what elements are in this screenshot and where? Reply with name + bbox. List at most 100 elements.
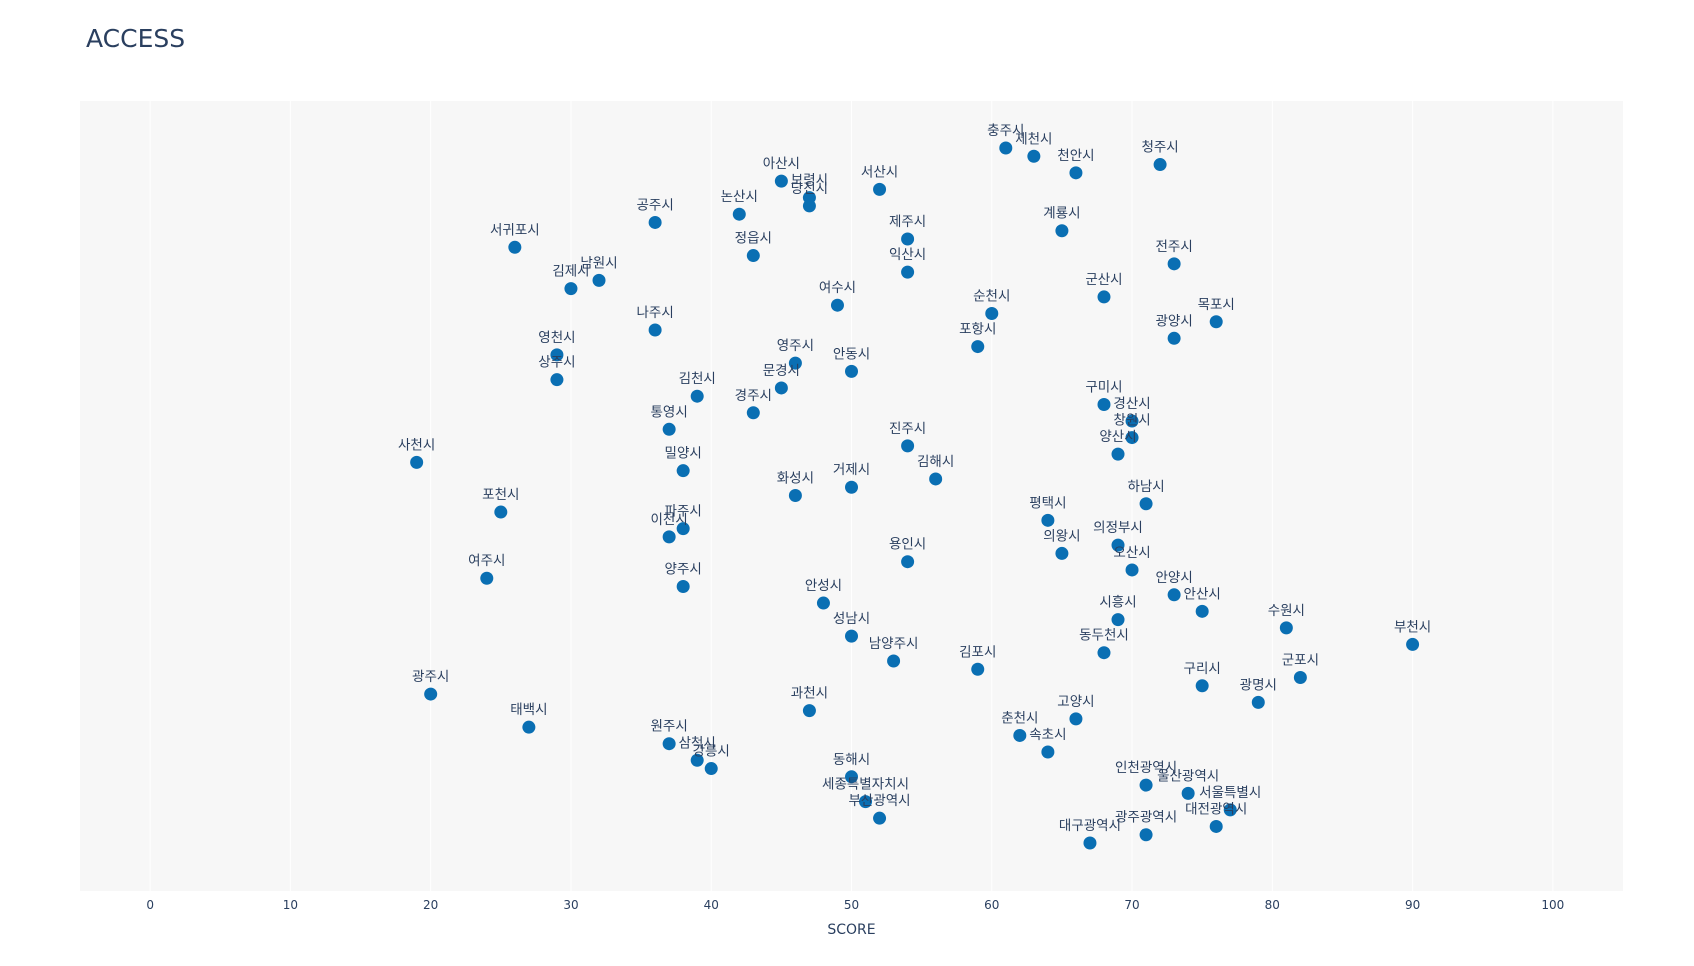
data-point[interactable] bbox=[662, 737, 676, 751]
data-point[interactable] bbox=[550, 348, 564, 362]
data-point[interactable] bbox=[592, 273, 606, 287]
data-label: 김해시 bbox=[917, 454, 954, 470]
data-point[interactable] bbox=[1125, 431, 1139, 445]
data-point[interactable] bbox=[1167, 331, 1181, 345]
data-point[interactable] bbox=[732, 207, 746, 221]
data-point[interactable] bbox=[802, 199, 816, 213]
data-point[interactable] bbox=[1013, 728, 1027, 742]
data-point[interactable] bbox=[1027, 149, 1041, 163]
data-point[interactable] bbox=[676, 522, 690, 536]
data-point[interactable] bbox=[971, 662, 985, 676]
data-point[interactable] bbox=[1251, 695, 1265, 709]
data-point[interactable] bbox=[494, 505, 508, 519]
data-point[interactable] bbox=[873, 811, 887, 825]
data-point[interactable] bbox=[1041, 745, 1055, 759]
data-point[interactable] bbox=[774, 381, 788, 395]
data-label: 동두천시 bbox=[1079, 628, 1129, 644]
data-point[interactable] bbox=[802, 704, 816, 718]
data-point[interactable] bbox=[508, 240, 522, 254]
data-point[interactable] bbox=[1181, 786, 1195, 800]
data-point[interactable] bbox=[845, 364, 858, 378]
data-point[interactable] bbox=[1097, 290, 1111, 304]
data-point[interactable] bbox=[830, 298, 844, 312]
data-point[interactable] bbox=[901, 555, 915, 569]
data-point[interactable] bbox=[648, 215, 662, 229]
data-point[interactable] bbox=[873, 182, 887, 196]
data-point[interactable] bbox=[1041, 513, 1055, 527]
data-point[interactable] bbox=[1139, 828, 1153, 842]
data-point[interactable] bbox=[746, 406, 760, 420]
data-point[interactable] bbox=[1083, 836, 1097, 850]
data-point[interactable] bbox=[410, 455, 424, 469]
data-point[interactable] bbox=[522, 720, 536, 734]
data-point[interactable] bbox=[845, 629, 858, 643]
data-point[interactable] bbox=[1293, 671, 1307, 685]
data-point[interactable] bbox=[1069, 166, 1083, 180]
data-point[interactable] bbox=[1406, 637, 1420, 651]
data-point[interactable] bbox=[676, 464, 690, 478]
data-point[interactable] bbox=[901, 439, 915, 453]
data-point[interactable] bbox=[1125, 563, 1139, 577]
data-point[interactable] bbox=[746, 249, 760, 263]
data-point[interactable] bbox=[662, 530, 676, 544]
data-point[interactable] bbox=[1279, 621, 1293, 635]
data-point[interactable] bbox=[550, 373, 564, 387]
data-point[interactable] bbox=[676, 580, 690, 594]
data-point[interactable] bbox=[971, 340, 985, 354]
data-point[interactable] bbox=[1223, 803, 1237, 817]
data-point[interactable] bbox=[648, 323, 662, 337]
data-point[interactable] bbox=[1097, 646, 1111, 660]
data-point[interactable] bbox=[1055, 224, 1069, 238]
data-points bbox=[410, 141, 1420, 850]
data-label: 남양주시 bbox=[869, 636, 919, 652]
data-label: 경주시 bbox=[735, 388, 772, 404]
data-point[interactable] bbox=[845, 770, 858, 784]
data-point[interactable] bbox=[1167, 257, 1181, 271]
data-point[interactable] bbox=[788, 356, 802, 370]
data-point[interactable] bbox=[1167, 588, 1181, 602]
data-point[interactable] bbox=[1069, 712, 1083, 726]
data-point[interactable] bbox=[929, 472, 943, 486]
data-label: 포천시 bbox=[482, 487, 519, 503]
data-label: 성남시 bbox=[833, 611, 870, 627]
x-tick-label: 40 bbox=[704, 898, 719, 912]
data-point[interactable] bbox=[424, 687, 438, 701]
data-point[interactable] bbox=[901, 232, 915, 246]
data-point[interactable] bbox=[690, 753, 704, 767]
data-point[interactable] bbox=[887, 654, 901, 668]
data-point[interactable] bbox=[1097, 397, 1111, 411]
data-point[interactable] bbox=[901, 265, 915, 279]
data-point[interactable] bbox=[564, 282, 578, 296]
data-point[interactable] bbox=[1111, 613, 1125, 627]
data-point[interactable] bbox=[1111, 538, 1125, 552]
data-point[interactable] bbox=[1209, 315, 1223, 329]
data-point[interactable] bbox=[845, 480, 858, 494]
data-point[interactable] bbox=[774, 174, 788, 188]
data-point[interactable] bbox=[480, 571, 494, 585]
data-point[interactable] bbox=[690, 389, 704, 403]
data-label: 광주광역시 bbox=[1115, 810, 1177, 826]
data-point[interactable] bbox=[816, 596, 830, 610]
data-point[interactable] bbox=[704, 762, 718, 776]
data-point[interactable] bbox=[1139, 497, 1153, 511]
data-point[interactable] bbox=[662, 422, 676, 436]
data-point[interactable] bbox=[1195, 679, 1209, 693]
data-point[interactable] bbox=[788, 489, 802, 502]
data-label: 과천시 bbox=[791, 686, 828, 702]
data-label: 충주시 bbox=[987, 123, 1024, 139]
data-point[interactable] bbox=[859, 795, 873, 809]
data-point[interactable] bbox=[1209, 819, 1223, 833]
data-label: 시흥시 bbox=[1099, 595, 1136, 611]
data-label: 대전광역시 bbox=[1185, 801, 1247, 817]
data-label: 세종특별자치시 bbox=[822, 777, 909, 793]
data-label: 화성시 bbox=[777, 471, 814, 487]
data-point[interactable] bbox=[1125, 414, 1139, 428]
data-point[interactable] bbox=[999, 141, 1013, 155]
data-point[interactable] bbox=[1055, 546, 1069, 560]
data-point[interactable] bbox=[1195, 604, 1209, 618]
data-point[interactable] bbox=[1153, 158, 1167, 172]
data-point[interactable] bbox=[985, 306, 999, 320]
data-point[interactable] bbox=[1139, 778, 1153, 792]
data-point[interactable] bbox=[1111, 447, 1125, 461]
data-label: 영천시 bbox=[538, 330, 575, 346]
